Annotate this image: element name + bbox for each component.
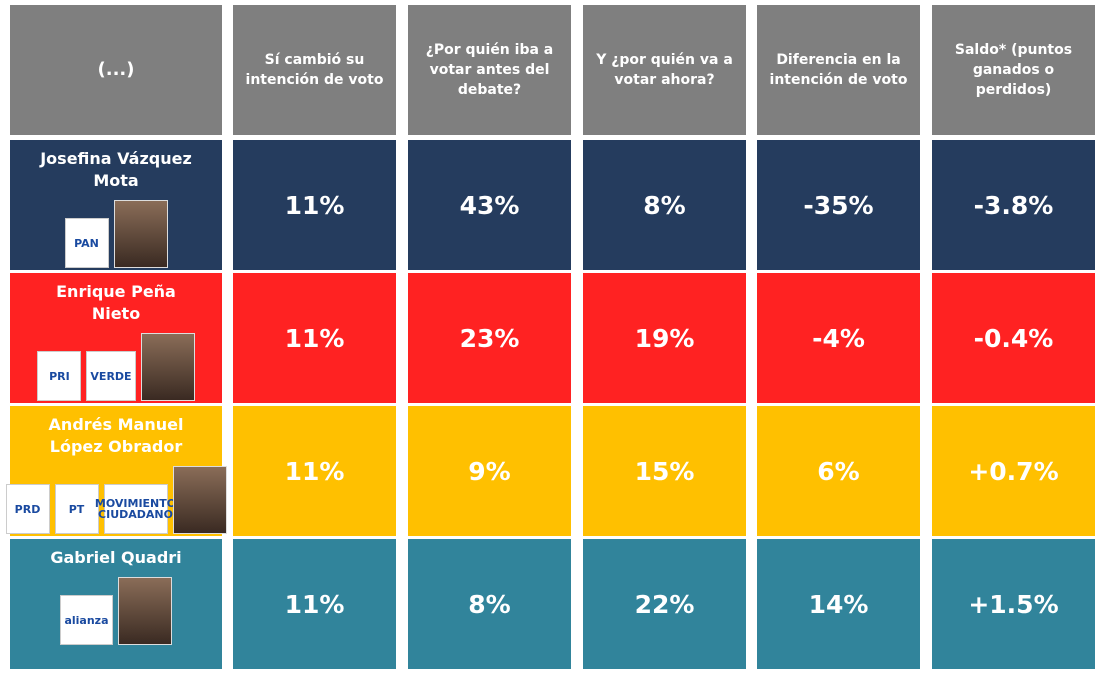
party-logo: PRD [5,484,50,534]
value-cell: +1.5% [932,539,1095,669]
candidate-name: Josefina Vázquez Mota [40,149,192,190]
header-cell: Y ¿por quién va a votar ahora? [583,5,746,135]
header-cell: Sí cambió su intención de voto [233,5,396,135]
candidate-photo [113,200,168,268]
header-cell: (...) [10,5,222,135]
value-cell: -0.4% [932,273,1095,403]
party-logo: PAN [64,218,109,268]
value-cell: 23% [408,273,571,403]
header-cell: Saldo* (puntos ganados o perdidos) [932,5,1095,135]
candidate-photo [117,577,172,645]
candidate-photo [140,333,195,401]
value-cell: 15% [583,406,746,536]
value-cell: 11% [233,140,396,270]
logo-group: alianza [60,577,172,645]
logo-group: PAN [64,200,168,268]
value-cell: 11% [233,406,396,536]
value-cell: 11% [233,539,396,669]
value-cell: 19% [583,273,746,403]
value-cell: 8% [583,140,746,270]
party-logo: alianza [60,595,113,645]
candidate-name: Enrique Peña Nieto [56,282,176,323]
candidate-photo [172,466,227,534]
candidate-cell: Enrique Peña Nieto PRI VERDE [10,273,222,403]
logo-group: PRI VERDE [37,333,195,401]
party-logo: PT [54,484,99,534]
value-cell: 6% [757,406,920,536]
value-cell: 14% [757,539,920,669]
party-logo: MOVIMIENTO CIUDADANO [95,484,176,534]
candidate-name: Gabriel Quadri [50,548,182,567]
candidate-cell: Andrés Manuel López Obrador PRD PT MOVIMIEN… [5,406,227,536]
header-cell: Diferencia en la intención de voto [757,5,920,135]
candidate-name: Andrés Manuel López Obrador [48,415,184,456]
value-cell: +0.7% [932,406,1095,536]
logo-group: PRD PT MOVIMIENTO CIUDADANO [5,466,227,534]
value-cell: 11% [233,273,396,403]
candidate-cell: Gabriel Quadri alianza [10,539,222,669]
value-cell: 43% [408,140,571,270]
value-cell: 8% [408,539,571,669]
candidate-cell: Josefina Vázquez Mota PAN [10,140,222,270]
value-cell: 9% [408,406,571,536]
value-cell: 22% [583,539,746,669]
value-cell: -3.8% [932,140,1095,270]
value-cell: -35% [757,140,920,270]
party-logo: PRI [37,351,82,401]
party-logo: VERDE [86,351,136,401]
value-cell: -4% [757,273,920,403]
header-cell: ¿Por quién iba a votar antes del debate? [408,5,571,135]
